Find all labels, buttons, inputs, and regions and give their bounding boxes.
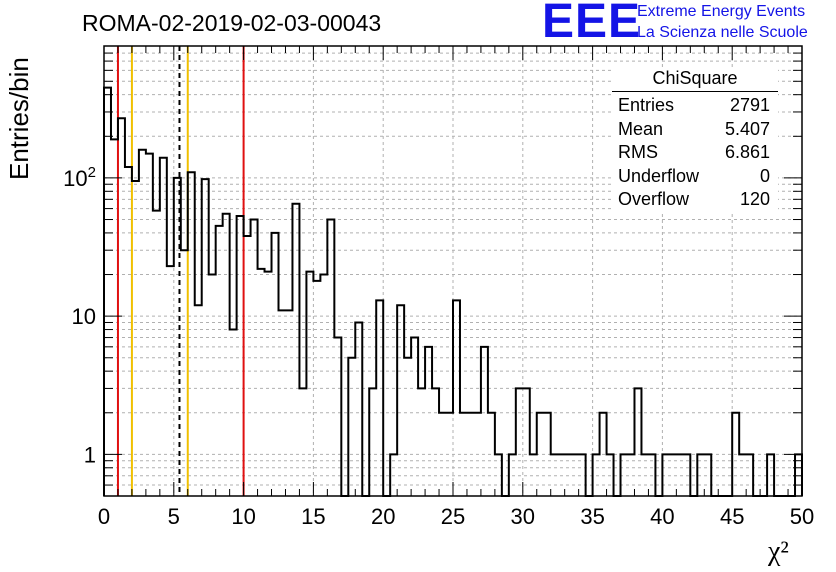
stats-title: ChiSquare xyxy=(612,68,778,92)
stats-value: 2791 xyxy=(729,95,770,115)
y-tick-label-exponent: 2 xyxy=(88,164,96,181)
stats-value: 6.861 xyxy=(724,142,770,162)
x-tick-label: 25 xyxy=(441,504,465,529)
y-axis-label: Entries/bin xyxy=(4,57,34,180)
stats-row: Entries 2791 xyxy=(612,94,778,118)
reference-lines xyxy=(116,46,245,496)
stats-label: RMS xyxy=(618,142,658,162)
x-tick-label: 50 xyxy=(790,504,814,529)
stats-row: RMS 6.861 xyxy=(612,141,778,165)
logo-caption-line2: La Scienza nelle Scuole xyxy=(637,24,808,41)
y-tick-label: 1 xyxy=(84,442,96,467)
stats-row: Mean 5.407 xyxy=(612,118,778,142)
x-tick-label: 30 xyxy=(511,504,535,529)
stats-value: 0 xyxy=(759,165,770,186)
x-tick-label: 20 xyxy=(371,504,395,529)
stats-box: ChiSquare Entries 2791 Mean 5.407 RMS 6.861… xyxy=(612,68,778,212)
x-tick-label: 0 xyxy=(98,504,110,529)
stats-value: 120 xyxy=(739,189,770,209)
y-tick-label-base: 10 xyxy=(63,166,87,191)
x-tick-label: 5 xyxy=(168,504,180,529)
x-axis-label: χ² xyxy=(768,536,789,567)
x-tick-label: 35 xyxy=(580,504,604,529)
plot-title: ROMA-02-2019-02-03-00043 xyxy=(82,10,382,36)
y-tick-label: 102 xyxy=(63,164,96,191)
stats-row: Overflow 120 xyxy=(612,188,778,212)
stats-value: 5.407 xyxy=(724,118,770,139)
axis-ticks xyxy=(103,45,803,497)
stats-label: Entries xyxy=(618,95,675,115)
x-tick-label: 45 xyxy=(720,504,744,529)
x-tick-label: 40 xyxy=(650,504,674,529)
stats-label: Overflow xyxy=(618,189,690,209)
x-tick-label: 10 xyxy=(231,504,255,529)
stats-row: Underflow 0 xyxy=(612,165,778,189)
y-tick-label: 10 xyxy=(72,304,96,329)
stats-label: Underflow xyxy=(618,165,700,186)
histogram-series xyxy=(103,86,803,497)
x-tick-label: 15 xyxy=(301,504,325,529)
eee-logo: EEE xyxy=(542,0,642,48)
stats-label: Mean xyxy=(618,118,664,139)
logo-caption-line1: Extreme Energy Events xyxy=(637,3,806,20)
